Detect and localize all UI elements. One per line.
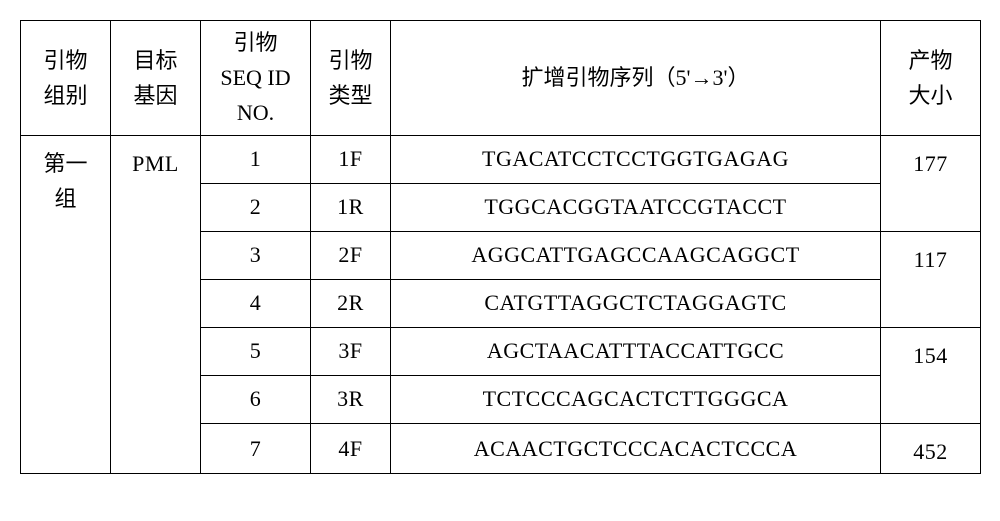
type-cell: 2F — [311, 231, 391, 279]
seqid-cell: 2 — [201, 183, 311, 231]
product-cell: 177 — [881, 135, 981, 231]
table-row: 第一组 PML 1 1F TGACATCCTCCTGGTGAGAG 177 — [21, 135, 981, 183]
sequence-cell: ACAACTGCTCCCACACTCCCA — [391, 423, 881, 473]
seqid-cell: 5 — [201, 327, 311, 375]
header-type: 引物类型 — [311, 21, 391, 136]
sequence-cell: TGGCACGGTAATCCGTACCT — [391, 183, 881, 231]
seqid-cell: 3 — [201, 231, 311, 279]
product-cell: 117 — [881, 231, 981, 327]
header-product: 产物大小 — [881, 21, 981, 136]
seqid-cell: 7 — [201, 423, 311, 473]
product-cell: 452 — [881, 423, 981, 473]
header-gene: 目标基因 — [111, 21, 201, 136]
type-cell: 4F — [311, 423, 391, 473]
group-cell: 第一组 — [21, 135, 111, 473]
type-cell: 2R — [311, 279, 391, 327]
sequence-cell: AGCTAACATTTACCATTGCC — [391, 327, 881, 375]
seqid-cell: 6 — [201, 375, 311, 423]
type-cell: 3F — [311, 327, 391, 375]
header-group: 引物组别 — [21, 21, 111, 136]
header-seqid: 引物SEQ IDNO. — [201, 21, 311, 136]
product-cell: 154 — [881, 327, 981, 423]
seqid-cell: 1 — [201, 135, 311, 183]
gene-cell: PML — [111, 135, 201, 473]
sequence-cell: TGACATCCTCCTGGTGAGAG — [391, 135, 881, 183]
sequence-cell: TCTCCCAGCACTCTTGGGCA — [391, 375, 881, 423]
type-cell: 1F — [311, 135, 391, 183]
type-cell: 3R — [311, 375, 391, 423]
header-row: 引物组别 目标基因 引物SEQ IDNO. 引物类型 扩增引物序列（5'→3'）… — [21, 21, 981, 136]
type-cell: 1R — [311, 183, 391, 231]
seqid-cell: 4 — [201, 279, 311, 327]
sequence-cell: AGGCATTGAGCCAAGCAGGCT — [391, 231, 881, 279]
sequence-cell: CATGTTAGGCTCTAGGAGTC — [391, 279, 881, 327]
header-sequence: 扩增引物序列（5'→3'） — [391, 21, 881, 136]
primer-table: 引物组别 目标基因 引物SEQ IDNO. 引物类型 扩增引物序列（5'→3'）… — [20, 20, 981, 474]
